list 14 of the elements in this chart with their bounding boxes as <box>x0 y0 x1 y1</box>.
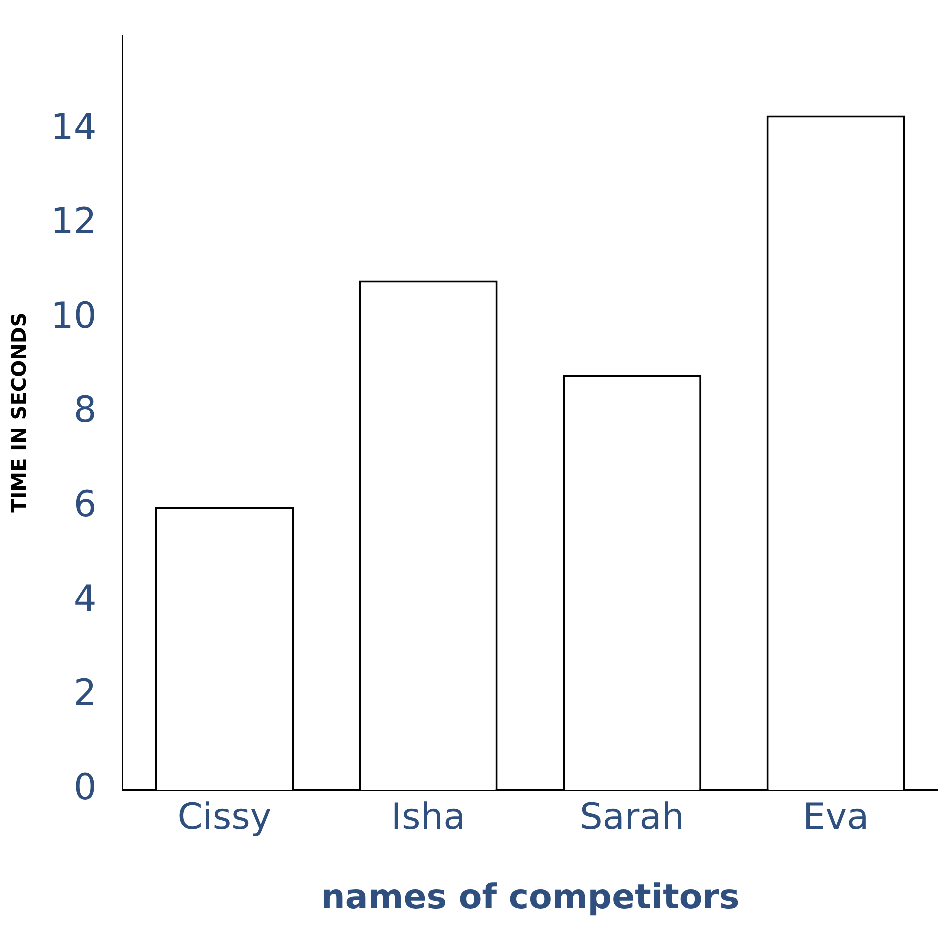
y-tick-label: 6 <box>74 484 97 526</box>
x-axis-title: names of competitors <box>321 877 740 918</box>
y-tick-label: 12 <box>50 202 97 243</box>
y-tick-label: 10 <box>50 296 97 337</box>
y-tick-label: 8 <box>74 390 97 432</box>
y-tick-label: 14 <box>50 107 97 148</box>
x-tick-label: Isha <box>391 796 466 838</box>
y-axis-title: TIME IN SECONDS <box>7 312 32 513</box>
x-tick-label: Sarah <box>580 796 685 838</box>
y-tick-label: 2 <box>74 673 97 714</box>
y-tick-label: 0 <box>74 767 97 808</box>
x-tick-label: Cissy <box>178 796 272 838</box>
x-tick-label: Eva <box>803 796 870 838</box>
y-tick-label: 4 <box>74 578 97 620</box>
